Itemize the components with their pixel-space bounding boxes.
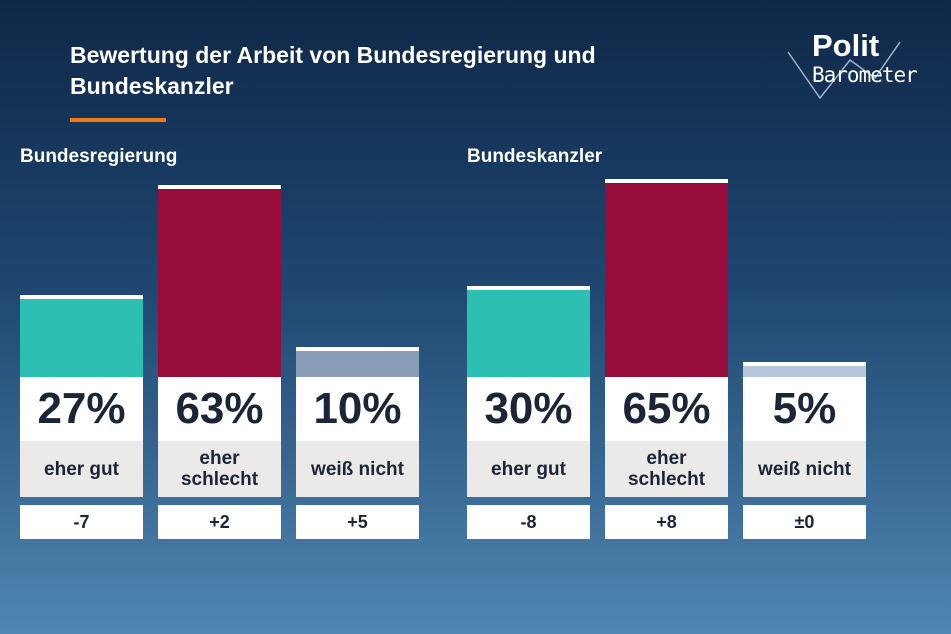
chart-subtitle: Bundeskanzler	[467, 146, 603, 167]
category-label: eher gut	[20, 441, 143, 497]
category-label: eher gut	[467, 441, 590, 497]
category-label: eher schlecht	[605, 441, 728, 497]
logo-line1: Polit	[812, 28, 880, 63]
bar	[467, 285, 590, 377]
bar	[20, 294, 143, 377]
change-label: ±0	[743, 505, 866, 539]
category-label: weiß nicht	[296, 441, 419, 497]
change-label: +5	[296, 505, 419, 539]
value-label: 63%	[158, 377, 281, 441]
category-label: weiß nicht	[743, 441, 866, 497]
value-label: 10%	[296, 377, 419, 441]
bar	[605, 178, 728, 377]
chart-subtitle: Bundesregierung	[20, 146, 178, 167]
value-label: 30%	[467, 377, 590, 441]
category-label: eher schlecht	[158, 441, 281, 497]
accent-line	[70, 118, 166, 122]
change-label: +2	[158, 505, 281, 539]
logo-line2: Barometer	[812, 63, 918, 87]
change-label: +8	[605, 505, 728, 539]
bar	[296, 346, 419, 377]
bar	[743, 361, 866, 377]
value-label: 5%	[743, 377, 866, 441]
value-label: 27%	[20, 377, 143, 441]
value-label: 65%	[605, 377, 728, 441]
title: Bewertung der Arbeit von Bundesregierung…	[70, 42, 596, 99]
logo-mark	[787, 41, 901, 100]
bar	[158, 184, 281, 377]
change-label: -8	[467, 505, 590, 539]
change-label: -7	[20, 505, 143, 539]
